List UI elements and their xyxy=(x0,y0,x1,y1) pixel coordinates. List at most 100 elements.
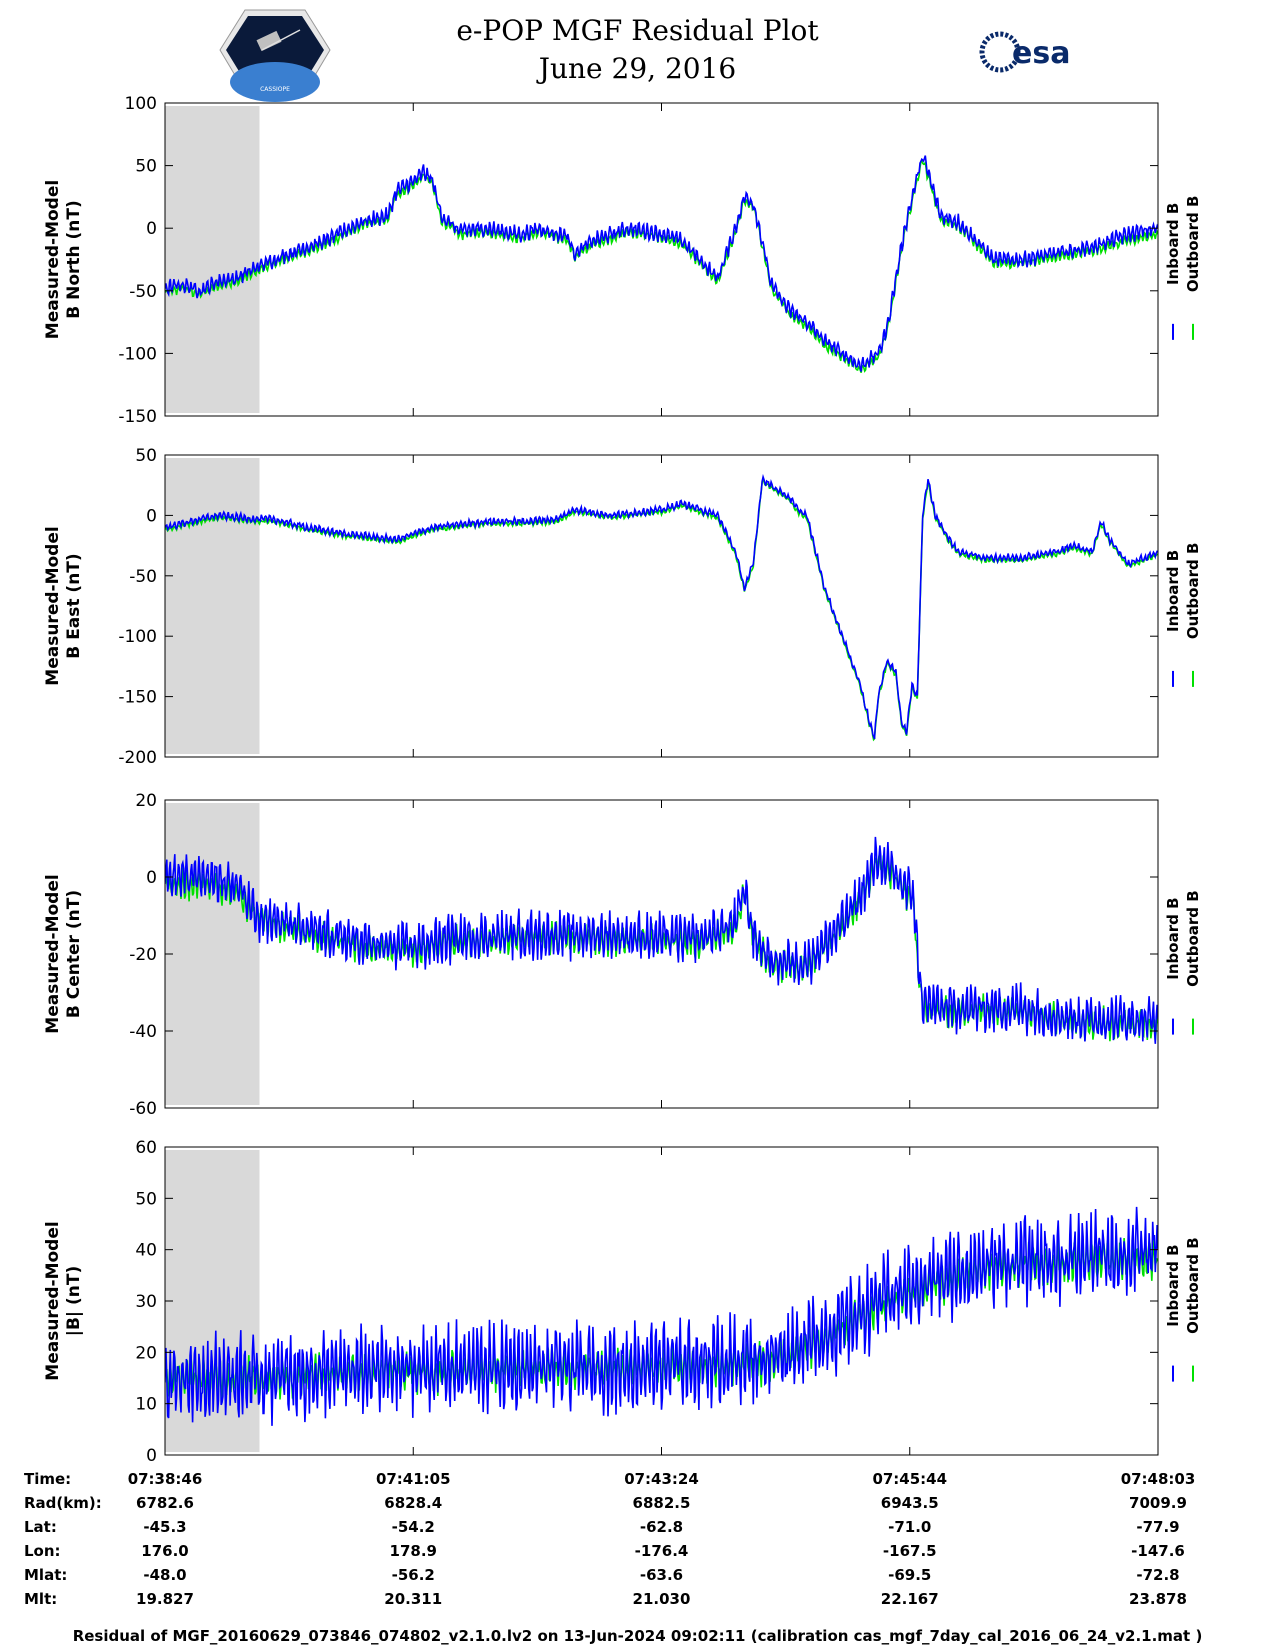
table-cell: 20.311 xyxy=(384,1590,442,1608)
table-cell: -77.9 xyxy=(1136,1518,1179,1536)
y-tick-label: -50 xyxy=(129,282,157,302)
y-tick-label: 50 xyxy=(135,157,157,177)
table-cell: 6828.4 xyxy=(384,1494,442,1512)
table-cell: -54.2 xyxy=(392,1518,435,1536)
series-inboard-line xyxy=(165,473,1158,740)
y-tick-label: 40 xyxy=(135,1241,157,1261)
panel-2: -200 -150 -100 -50 0 50 Measured-ModelB East (… xyxy=(43,446,1202,768)
table-cell: -71.0 xyxy=(888,1518,931,1536)
y-tick-label: 60 xyxy=(135,1138,157,1158)
table-cell: 178.9 xyxy=(390,1542,437,1560)
legend-outboard-label: Outboard B xyxy=(1184,543,1202,640)
table-cell: -167.5 xyxy=(883,1542,937,1560)
y-tick-label: 10 xyxy=(135,1395,157,1415)
y-axis-label: Measured-ModelB Center (nT) xyxy=(43,874,84,1033)
legend-inboard-label: Inboard B xyxy=(1164,897,1182,979)
table-cell: -176.4 xyxy=(635,1542,689,1560)
legend: Inboard B Outboard B xyxy=(1164,890,1202,1035)
y-tick-label: 0 xyxy=(146,219,157,239)
table-cell: -72.8 xyxy=(1136,1566,1179,1584)
series-outboard-line xyxy=(165,158,1158,373)
y-tick-label: -150 xyxy=(118,688,157,708)
plot-frame xyxy=(164,454,1159,758)
table-cell: 176.0 xyxy=(141,1542,188,1560)
panel-4: 0 10 20 30 40 50 60 Measured-Model|B| (nT) Inboa… xyxy=(43,1138,1202,1466)
y-tick-label: -50 xyxy=(129,567,157,587)
table-cell: -62.8 xyxy=(640,1518,683,1536)
table-row-label: Mlt: xyxy=(24,1590,57,1608)
x-tick-label: 07:45:44 xyxy=(872,1470,947,1488)
table-cell: 23.878 xyxy=(1129,1590,1187,1608)
y-axis-label: Measured-ModelB North (nT) xyxy=(43,180,84,339)
time-position-table: Time: Rad(km): Lat: Lon: Mlat: Mlt: 07:38:46 67… xyxy=(24,1470,1195,1608)
panel-1: -150 -100 -50 0 50 100 Measured-ModelB North (… xyxy=(43,94,1202,427)
table-cell: -69.5 xyxy=(888,1566,931,1584)
mission-logo-text: CASSIOPE xyxy=(260,86,290,93)
plot-title: e-POP MGF Residual Plot xyxy=(456,14,819,47)
esa-logo-text: esa xyxy=(1012,36,1070,71)
y-tick-label: 0 xyxy=(146,1446,157,1466)
series-inboard-line xyxy=(165,155,1158,372)
table-cell: -48.0 xyxy=(143,1566,186,1584)
y-tick-label: -40 xyxy=(129,1022,157,1042)
x-tick-label: 07:38:46 xyxy=(128,1470,203,1488)
table-cell: 19.827 xyxy=(136,1590,194,1608)
x-tick-label: 07:43:24 xyxy=(624,1470,699,1488)
table-cell: -63.6 xyxy=(640,1566,683,1584)
table-cell: 6782.6 xyxy=(136,1494,194,1512)
y-axis-label: Measured-Model|B| (nT) xyxy=(43,1221,84,1380)
y-tick-label: -60 xyxy=(129,1099,157,1119)
plot-date: June 29, 2016 xyxy=(538,52,737,85)
legend-outboard-label: Outboard B xyxy=(1184,890,1202,987)
plot-frame xyxy=(164,799,1159,1109)
table-row-label: Rad(km): xyxy=(24,1494,102,1512)
legend: Inboard B Outboard B xyxy=(1164,196,1202,340)
y-tick-label: 0 xyxy=(146,868,157,888)
mission-logo: CASSIOPE xyxy=(219,9,331,102)
legend-outboard-label: Outboard B xyxy=(1184,1237,1202,1334)
y-tick-label: -100 xyxy=(118,627,157,647)
table-row-label: Mlat: xyxy=(24,1566,67,1584)
series-inboard-line xyxy=(165,1206,1158,1426)
y-axis-label: Measured-ModelB East (nT) xyxy=(43,526,84,685)
y-tick-label: -150 xyxy=(118,407,157,427)
panel-3: -60 -40 -20 0 20 Measured-ModelB Center (nT) I… xyxy=(43,791,1202,1119)
table-row-label: Lat: xyxy=(24,1518,57,1536)
table-row-label: Time: xyxy=(24,1470,71,1488)
y-tick-label: -20 xyxy=(129,945,157,965)
table-cell: 6943.5 xyxy=(881,1494,939,1512)
legend-inboard-label: Inboard B xyxy=(1164,550,1182,632)
y-tick-label: 50 xyxy=(135,446,157,466)
shaded-region xyxy=(165,106,260,413)
series-inboard-line xyxy=(165,836,1158,1044)
series-outboard-line xyxy=(165,477,1158,742)
shaded-region xyxy=(165,458,260,754)
legend: Inboard B Outboard B xyxy=(1164,543,1202,687)
table-cell: 21.030 xyxy=(633,1590,691,1608)
x-tick-label: 07:48:03 xyxy=(1121,1470,1196,1488)
y-tick-label: 0 xyxy=(146,506,157,526)
y-tick-label: 30 xyxy=(135,1292,157,1312)
table-cell: -56.2 xyxy=(392,1566,435,1584)
table-cell: 6882.5 xyxy=(633,1494,691,1512)
legend-inboard-label: Inboard B xyxy=(1164,1244,1182,1326)
y-tick-label: -200 xyxy=(118,748,157,768)
legend: Inboard B Outboard B xyxy=(1164,1237,1202,1382)
y-tick-label: 50 xyxy=(135,1189,157,1209)
y-tick-label: 100 xyxy=(125,94,157,114)
table-cell: -45.3 xyxy=(143,1518,186,1536)
esa-logo: esa xyxy=(979,31,1070,73)
table-cell: 7009.9 xyxy=(1129,1494,1187,1512)
y-tick-label: -100 xyxy=(118,344,157,364)
table-row-label: Lon: xyxy=(24,1542,61,1560)
legend-outboard-label: Outboard B xyxy=(1184,196,1202,293)
y-tick-label: 20 xyxy=(135,1343,157,1363)
legend-inboard-label: Inboard B xyxy=(1164,203,1182,285)
shaded-region xyxy=(165,803,260,1105)
y-tick-label: 20 xyxy=(135,791,157,811)
x-tick-label: 07:41:05 xyxy=(376,1470,451,1488)
table-cell: -147.6 xyxy=(1131,1542,1185,1560)
footer-caption: Residual of MGF_20160629_073846_074802_v… xyxy=(72,1627,1203,1645)
table-cell: 22.167 xyxy=(881,1590,939,1608)
